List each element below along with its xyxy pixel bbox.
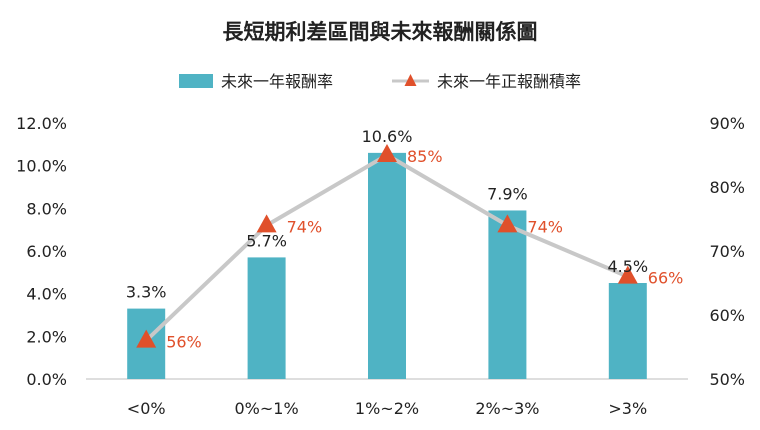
x-tick-label: 1%~2% — [355, 399, 419, 418]
point-value-label: 66% — [648, 269, 684, 288]
bar-value-label: 5.7% — [246, 231, 287, 250]
legend-bar-swatch — [179, 74, 213, 88]
left-tick-label: 12.0% — [16, 114, 67, 133]
x-tick-label: >3% — [608, 399, 647, 418]
triangle-marker — [136, 329, 157, 348]
x-tick-label: 0%~1% — [235, 399, 299, 418]
bar-series — [127, 152, 647, 379]
triangle-marker — [377, 144, 397, 162]
x-tick-label: <0% — [127, 399, 166, 418]
chart-title: 長短期利差區間與未來報酬關係圖 — [223, 20, 538, 44]
right-tick-label: 70% — [709, 242, 745, 261]
bar-value-label: 10.6% — [362, 127, 413, 146]
line-series — [136, 144, 638, 348]
right-tick-label: 50% — [709, 370, 745, 389]
left-tick-label: 8.0% — [26, 199, 67, 218]
triangle-marker — [497, 214, 518, 233]
right-tick-label: 80% — [709, 178, 745, 197]
right-tick-label: 90% — [709, 114, 745, 133]
right-axis-ticks: 50% 60% 70% 80% 90% — [709, 114, 745, 389]
bar-value-label: 3.3% — [126, 283, 167, 302]
point-data-labels: 56% 74% 85% 74% 66% — [166, 147, 683, 352]
point-value-label: 74% — [527, 217, 563, 236]
bar — [488, 210, 527, 379]
legend-bar-label: 未來一年報酬率 — [221, 72, 333, 91]
x-tick-label: 2%~3% — [475, 399, 539, 418]
bar-data-labels: 3.3% 5.7% 10.6% 7.9% 4.5% — [126, 127, 648, 302]
point-value-label: 56% — [166, 333, 202, 352]
legend-line-label: 未來一年正報酬積率 — [437, 72, 581, 91]
left-tick-label: 0.0% — [26, 370, 67, 389]
triangle-marker — [617, 265, 638, 284]
bar — [608, 283, 647, 379]
left-tick-label: 10.0% — [16, 157, 67, 176]
legend: 未來一年報酬率 未來一年正報酬積率 — [179, 72, 581, 91]
legend-triangle-icon — [404, 74, 417, 86]
left-tick-label: 6.0% — [26, 242, 67, 261]
left-tick-label: 4.0% — [26, 285, 67, 304]
left-tick-label: 2.0% — [26, 327, 67, 346]
right-tick-label: 60% — [709, 306, 745, 325]
bar-value-label: 4.5% — [607, 257, 648, 276]
x-axis-ticks: <0% 0%~1% 1%~2% 2%~3% >3% — [127, 399, 647, 418]
point-value-label: 74% — [287, 217, 323, 236]
bar — [368, 152, 406, 379]
triangle-marker — [256, 214, 277, 233]
bar-value-label: 7.9% — [487, 184, 528, 203]
point-value-label: 85% — [407, 147, 443, 166]
bar — [247, 257, 286, 379]
left-axis-ticks: 0.0% 2.0% 4.0% 6.0% 8.0% 10.0% 12.0% — [16, 114, 67, 389]
